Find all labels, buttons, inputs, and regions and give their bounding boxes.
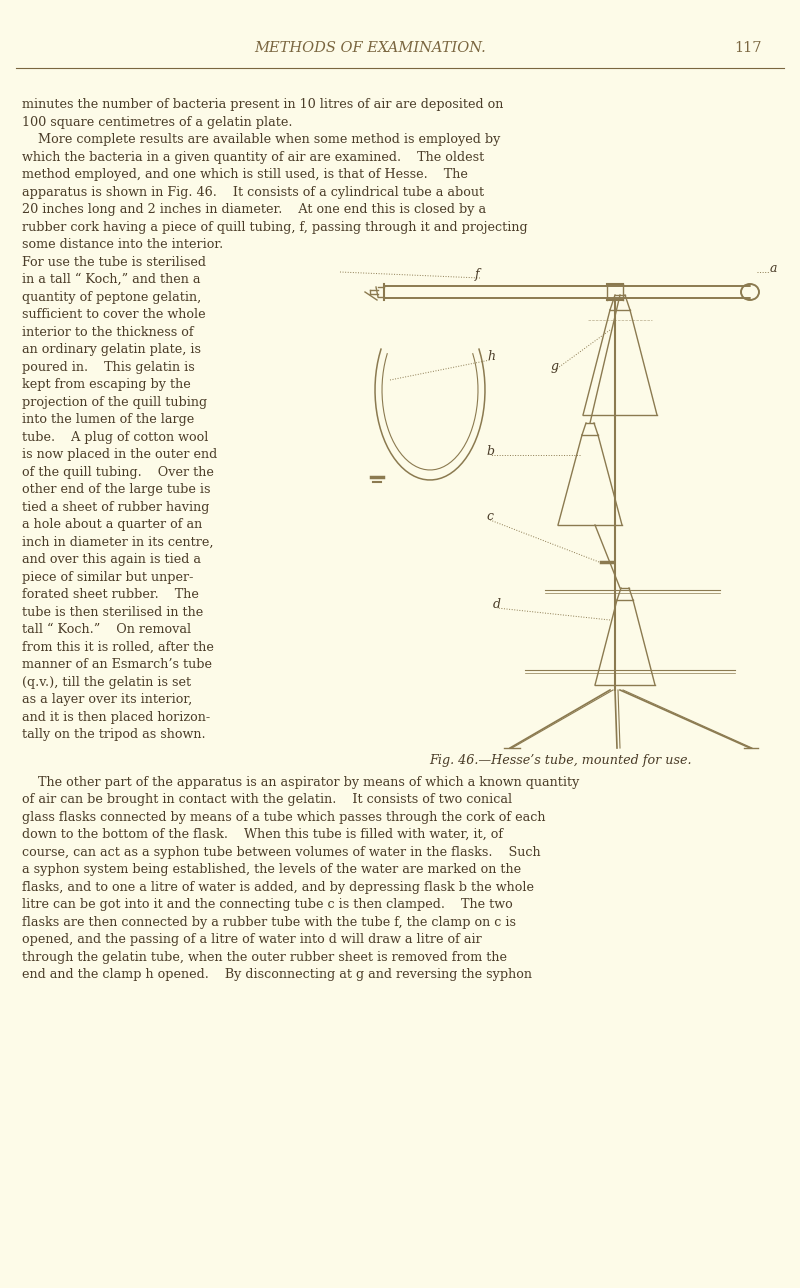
Text: as a layer over its interior,: as a layer over its interior,	[22, 693, 192, 706]
Text: course, can act as a syphon tube between volumes of water in the flasks.    Such: course, can act as a syphon tube between…	[22, 845, 541, 859]
Text: d: d	[493, 598, 501, 611]
Text: forated sheet rubber.    The: forated sheet rubber. The	[22, 589, 199, 601]
Text: c: c	[486, 510, 493, 523]
Text: kept from escaping by the: kept from escaping by the	[22, 377, 190, 392]
Text: through the gelatin tube, when the outer rubber sheet is removed from the: through the gelatin tube, when the outer…	[22, 951, 507, 963]
Text: tube.    A plug of cotton wool: tube. A plug of cotton wool	[22, 430, 208, 443]
Text: into the lumen of the large: into the lumen of the large	[22, 413, 194, 426]
Text: 117: 117	[734, 41, 762, 55]
Text: tally on the tripod as shown.: tally on the tripod as shown.	[22, 728, 206, 741]
Text: some distance into the interior.: some distance into the interior.	[22, 238, 223, 251]
Text: an ordinary gelatin plate, is: an ordinary gelatin plate, is	[22, 343, 201, 355]
Text: quantity of peptone gelatin,: quantity of peptone gelatin,	[22, 291, 202, 304]
Text: apparatus is shown in Fig. 46.    It consists of a cylindrical tube a about: apparatus is shown in Fig. 46. It consis…	[22, 185, 484, 198]
Text: litre can be got into it and the connecting tube c is then clamped.    The two: litre can be got into it and the connect…	[22, 898, 513, 911]
Text: f: f	[475, 268, 480, 281]
Text: tall “ Koch.”    On removal: tall “ Koch.” On removal	[22, 623, 191, 636]
Text: glass flasks connected by means of a tube which passes through the cork of each: glass flasks connected by means of a tub…	[22, 810, 546, 823]
Text: is now placed in the outer end: is now placed in the outer end	[22, 448, 218, 461]
Text: down to the bottom of the flask.    When this tube is filled with water, it, of: down to the bottom of the flask. When th…	[22, 828, 503, 841]
Text: and over this again is tied a: and over this again is tied a	[22, 553, 201, 565]
Text: which the bacteria in a given quantity of air are examined.    The oldest: which the bacteria in a given quantity o…	[22, 151, 484, 164]
Text: opened, and the passing of a litre of water into d will draw a litre of air: opened, and the passing of a litre of wa…	[22, 933, 482, 945]
Text: b: b	[486, 444, 494, 457]
Text: poured in.    This gelatin is: poured in. This gelatin is	[22, 361, 194, 374]
Text: rubber cork having a piece of quill tubing, f, passing through it and projecting: rubber cork having a piece of quill tubi…	[22, 220, 528, 233]
Text: a hole about a quarter of an: a hole about a quarter of an	[22, 518, 202, 531]
Text: of the quill tubing.    Over the: of the quill tubing. Over the	[22, 465, 214, 479]
Text: The other part of the apparatus is an aspirator by means of which a known quanti: The other part of the apparatus is an as…	[22, 775, 579, 788]
Text: and it is then placed horizon-: and it is then placed horizon-	[22, 711, 210, 724]
Text: flasks, and to one a litre of water is added, and by depressing flask b the whol: flasks, and to one a litre of water is a…	[22, 881, 534, 894]
Text: of air can be brought in contact with the gelatin.    It consists of two conical: of air can be brought in contact with th…	[22, 793, 512, 806]
Text: a: a	[770, 261, 778, 274]
Text: For use the tube is sterilised: For use the tube is sterilised	[22, 255, 206, 268]
Text: Fig. 46.—Hesse’s tube, mounted for use.: Fig. 46.—Hesse’s tube, mounted for use.	[429, 753, 691, 766]
Text: minutes the number of bacteria present in 10 litres of air are deposited on: minutes the number of bacteria present i…	[22, 98, 503, 111]
Text: end and the clamp h opened.    By disconnecting at g and reversing the syphon: end and the clamp h opened. By disconnec…	[22, 969, 532, 981]
Text: method employed, and one which is still used, is that of Hesse.    The: method employed, and one which is still …	[22, 167, 468, 182]
Text: tube is then sterilised in the: tube is then sterilised in the	[22, 605, 203, 618]
Text: other end of the large tube is: other end of the large tube is	[22, 483, 210, 496]
Text: inch in diameter in its centre,: inch in diameter in its centre,	[22, 536, 214, 549]
Text: g: g	[551, 359, 559, 372]
Text: piece of similar but unper-: piece of similar but unper-	[22, 571, 194, 583]
Text: (q.v.), till the gelatin is set: (q.v.), till the gelatin is set	[22, 675, 191, 689]
Text: a syphon system being established, the levels of the water are marked on the: a syphon system being established, the l…	[22, 863, 521, 876]
Text: flasks are then connected by a rubber tube with the tube f, the clamp on c is: flasks are then connected by a rubber tu…	[22, 916, 516, 929]
Text: h: h	[487, 349, 495, 362]
Text: tied a sheet of rubber having: tied a sheet of rubber having	[22, 501, 210, 514]
Text: 20 inches long and 2 inches in diameter.    At one end this is closed by a: 20 inches long and 2 inches in diameter.…	[22, 204, 486, 216]
Text: projection of the quill tubing: projection of the quill tubing	[22, 395, 207, 408]
Text: manner of an Esmarch’s tube: manner of an Esmarch’s tube	[22, 658, 212, 671]
Text: sufficient to cover the whole: sufficient to cover the whole	[22, 308, 206, 321]
Text: interior to the thickness of: interior to the thickness of	[22, 326, 194, 339]
Text: More complete results are available when some method is employed by: More complete results are available when…	[22, 133, 500, 146]
Text: from this it is rolled, after the: from this it is rolled, after the	[22, 640, 214, 653]
Text: 100 square centimetres of a gelatin plate.: 100 square centimetres of a gelatin plat…	[22, 116, 293, 129]
Text: in a tall “ Koch,” and then a: in a tall “ Koch,” and then a	[22, 273, 201, 286]
Text: METHODS OF EXAMINATION.: METHODS OF EXAMINATION.	[254, 41, 486, 55]
